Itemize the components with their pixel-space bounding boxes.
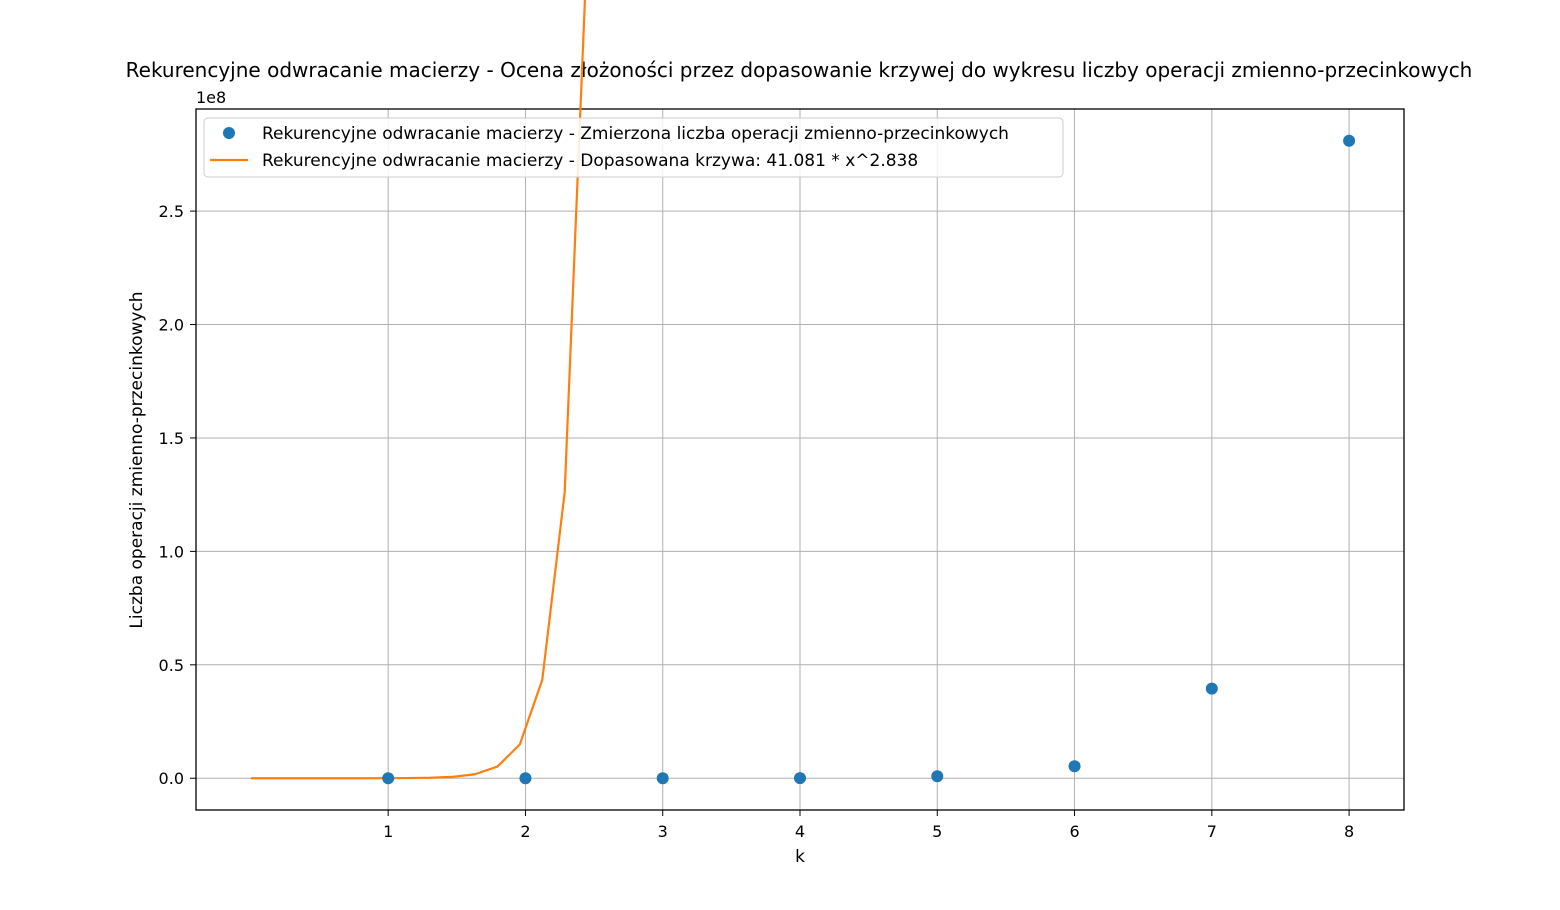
x-tick-label: 8	[1344, 822, 1354, 841]
y-offset-label: 1e8	[196, 88, 226, 107]
measured-point	[931, 770, 944, 783]
y-axis-label: Liczba operacji zmienno-przecinkowych	[127, 291, 147, 628]
legend: Rekurencyjne odwracanie macierzy - Zmier…	[203, 117, 1064, 178]
legend-box	[203, 117, 1064, 178]
x-tick-label: 1	[383, 822, 393, 841]
series-layer	[251, 0, 1356, 910]
y-tick-label: 0.5	[159, 656, 184, 675]
measured-point	[519, 772, 532, 785]
measured-point	[1343, 134, 1356, 147]
measured-point	[1205, 682, 1218, 695]
axis-ticks: 1 2 3 4 5 6 7 8 0.0 0.5 1.0 1.5 2.0 2.5	[159, 202, 1355, 841]
y-tick-label: 1.5	[159, 429, 184, 448]
y-tick-label: 1.0	[159, 542, 184, 561]
x-tick-label: 3	[658, 822, 668, 841]
measured-point	[656, 772, 669, 785]
x-tick-label: 2	[520, 822, 530, 841]
x-tick-label: 5	[932, 822, 942, 841]
measured-point	[382, 772, 395, 785]
y-tick-label: 0.0	[159, 769, 184, 788]
legend-label-measured: Rekurencyjne odwracanie macierzy - Zmier…	[262, 124, 1009, 144]
chart-title: Rekurencyjne odwracanie macierzy - Ocena…	[126, 58, 1473, 82]
y-tick-label: 2.0	[159, 316, 184, 335]
y-tick-label: 2.5	[159, 202, 184, 221]
x-tick-label: 7	[1207, 822, 1217, 841]
x-tick-label: 4	[795, 822, 805, 841]
measured-point	[1068, 760, 1081, 773]
x-tick-label: 6	[1069, 822, 1079, 841]
legend-label-fit: Rekurencyjne odwracanie macierzy - Dopas…	[262, 151, 918, 171]
measured-point	[794, 772, 806, 785]
legend-marker-measured	[223, 127, 235, 139]
x-axis-label: k	[795, 847, 805, 867]
grid	[196, 109, 1404, 810]
